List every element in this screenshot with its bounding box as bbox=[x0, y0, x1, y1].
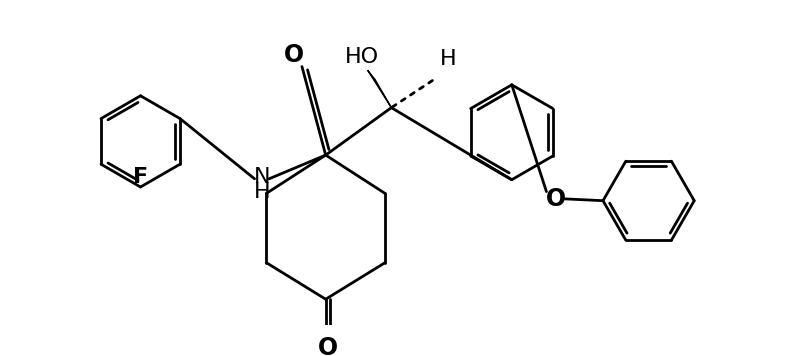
Text: F: F bbox=[133, 167, 148, 187]
Text: H: H bbox=[254, 182, 270, 201]
Text: O: O bbox=[284, 43, 304, 67]
Polygon shape bbox=[367, 70, 392, 108]
Text: HO: HO bbox=[345, 47, 380, 68]
Text: O: O bbox=[546, 187, 565, 211]
Text: O: O bbox=[317, 336, 337, 356]
Text: N: N bbox=[254, 167, 270, 187]
Text: H: H bbox=[440, 49, 457, 69]
